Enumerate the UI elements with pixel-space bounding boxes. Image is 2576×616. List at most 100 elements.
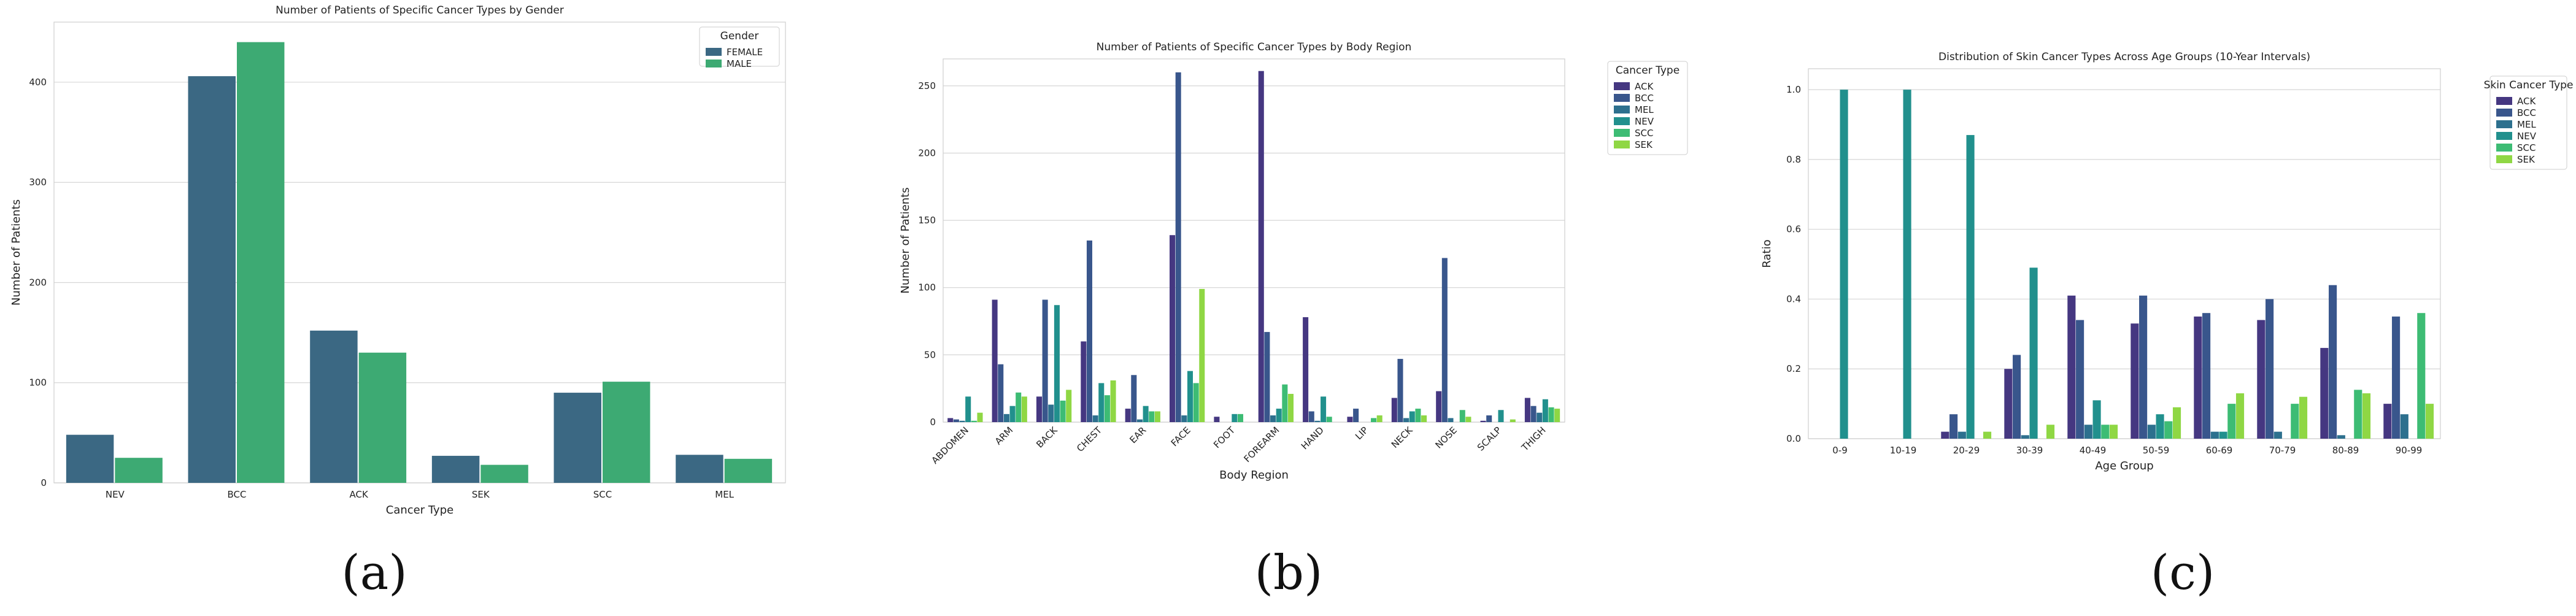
legend-swatch-mel (1614, 106, 1630, 114)
legend-swatch-ack (1614, 82, 1630, 90)
bar-bcc-60-69 (2202, 313, 2211, 439)
bar-sek-arm (1021, 396, 1027, 422)
bar-mel-ear (1136, 419, 1143, 422)
bar-ack-chest (1081, 341, 1087, 422)
bar-scc-40-49 (2101, 425, 2110, 439)
bar-mel-60-69 (2210, 431, 2219, 439)
bar-bcc-90-99 (2392, 316, 2401, 439)
legend-title: Cancer Type (1616, 64, 1679, 77)
x-tick-label: 90-99 (2396, 445, 2423, 456)
bar-bcc-neck (1397, 358, 1403, 422)
legend-label-mel: MEL (2517, 119, 2536, 130)
bar-mel-hand (1314, 420, 1321, 422)
x-tick-label: 50-59 (2143, 445, 2170, 456)
legend-swatch-female (706, 48, 722, 56)
bar-ack-80-89 (2320, 348, 2329, 439)
panel-label-b: (b) (1255, 545, 1323, 601)
y-tick-label: 400 (29, 77, 47, 88)
bar-mel-40-49 (2084, 425, 2092, 439)
y-tick-label: 0.0 (1786, 433, 1801, 444)
x-tick-label: ACK (350, 489, 369, 500)
bar-mel-face (1181, 415, 1187, 422)
x-tick-label: SEK (472, 489, 490, 500)
legend-swatch-bcc (2496, 109, 2512, 117)
y-axis-label: Number of Patients (10, 199, 23, 306)
bar-male-bcc (237, 42, 285, 483)
x-axis-label: Age Group (2095, 460, 2153, 472)
legend-label-nev: NEV (2517, 131, 2537, 142)
bar-male-sek (480, 464, 528, 483)
legend-label-scc: SCC (1635, 128, 1653, 139)
x-tick-label: ARM (993, 425, 1016, 447)
y-tick-label: 0 (930, 417, 936, 428)
y-tick-label: 50 (924, 349, 936, 360)
bar-ack-ear (1125, 409, 1131, 422)
bar-ack-abdomen (947, 418, 954, 422)
x-tick-label: NOSE (1433, 425, 1459, 450)
bar-ack-nose (1436, 391, 1442, 422)
bar-scc-chest (1104, 395, 1110, 422)
y-tick-label: 0 (40, 477, 47, 488)
bar-nev-arm (1009, 406, 1016, 422)
y-tick-label: 150 (918, 215, 936, 226)
legend-swatch-ack (2496, 97, 2512, 105)
bar-nev-forearm (1276, 409, 1282, 422)
chart-gender: 0 100 200 300 400 NEV BCC ACK SEK SCC MEL Number of… (10, 4, 786, 517)
x-tick-label: FOREARM (1241, 425, 1281, 464)
bar-nev-neck (1409, 411, 1415, 422)
bar-sek-60-69 (2235, 393, 2245, 439)
bar-bcc-50-59 (2139, 295, 2148, 439)
bar-scc-face (1193, 383, 1199, 422)
legend-label-sek: SEK (2517, 154, 2536, 165)
plot-frame (943, 58, 1565, 423)
bar-ack-arm (992, 299, 998, 422)
bar-sek-40-49 (2109, 425, 2118, 439)
bar-scc-thigh (1548, 407, 1554, 422)
x-tick-label: 40-49 (2080, 445, 2107, 456)
legend-label-sek: SEK (1635, 139, 1653, 150)
x-tick-label: SCC (593, 489, 612, 500)
bar-sek-forearm (1287, 393, 1294, 422)
bar-scc-back (1060, 400, 1066, 422)
bar-nev-abdomen (965, 396, 971, 422)
y-axis-label: Number of Patients (899, 187, 912, 293)
chart-title: Distribution of Skin Cancer Types Across… (1938, 51, 2310, 63)
legend-label-ack: ACK (1635, 81, 1654, 92)
bar-nev-foot (1232, 414, 1238, 422)
y-tick-label: 100 (918, 282, 936, 293)
bar-ack-30-39 (2004, 369, 2013, 439)
bar-ack-scalp (1480, 420, 1486, 422)
x-axis-label: Body Region (1219, 469, 1289, 482)
bar-mel-chest (1092, 415, 1098, 422)
bar-nev-20-29 (1966, 135, 1975, 439)
bar-mel-thigh (1537, 412, 1543, 422)
bar-scc-forearm (1282, 384, 1288, 422)
x-tick-label: CHEST (1074, 425, 1105, 455)
y-tick-label: 0.4 (1786, 293, 1801, 304)
bar-sek-nose (1465, 417, 1471, 422)
bar-scc-foot (1237, 414, 1244, 422)
y-tick-label: 0.2 (1786, 363, 1801, 374)
bar-bcc-hand (1308, 411, 1314, 422)
bar-nev-chest (1098, 383, 1105, 422)
x-tick-label: FOOT (1211, 425, 1238, 451)
x-tick-label: SCALP (1475, 425, 1503, 453)
bar-nev-0-9 (1840, 90, 1848, 439)
bar-bcc-nose (1441, 258, 1448, 422)
y-tick-label: 1.0 (1786, 84, 1801, 95)
bar-bcc-arm (998, 364, 1004, 422)
legend-label-scc: SCC (2517, 142, 2536, 153)
y-tick-label: 250 (918, 80, 936, 91)
bar-sek-ear (1154, 411, 1160, 422)
legend-swatch-scc (2496, 144, 2512, 152)
legend-label-nev: NEV (1635, 116, 1654, 127)
bar-bcc-back (1042, 299, 1048, 422)
bar-bcc-30-39 (2013, 355, 2021, 439)
x-tick-label: 0-9 (1832, 445, 1848, 456)
bar-nev-hand (1321, 396, 1327, 422)
bar-mel-30-39 (2021, 435, 2029, 439)
bar-bcc-face (1175, 72, 1181, 423)
x-tick-label: 80-89 (2332, 445, 2359, 456)
legend-swatch-nev (1614, 117, 1630, 125)
legend-label-female: FEMALE (727, 47, 763, 58)
